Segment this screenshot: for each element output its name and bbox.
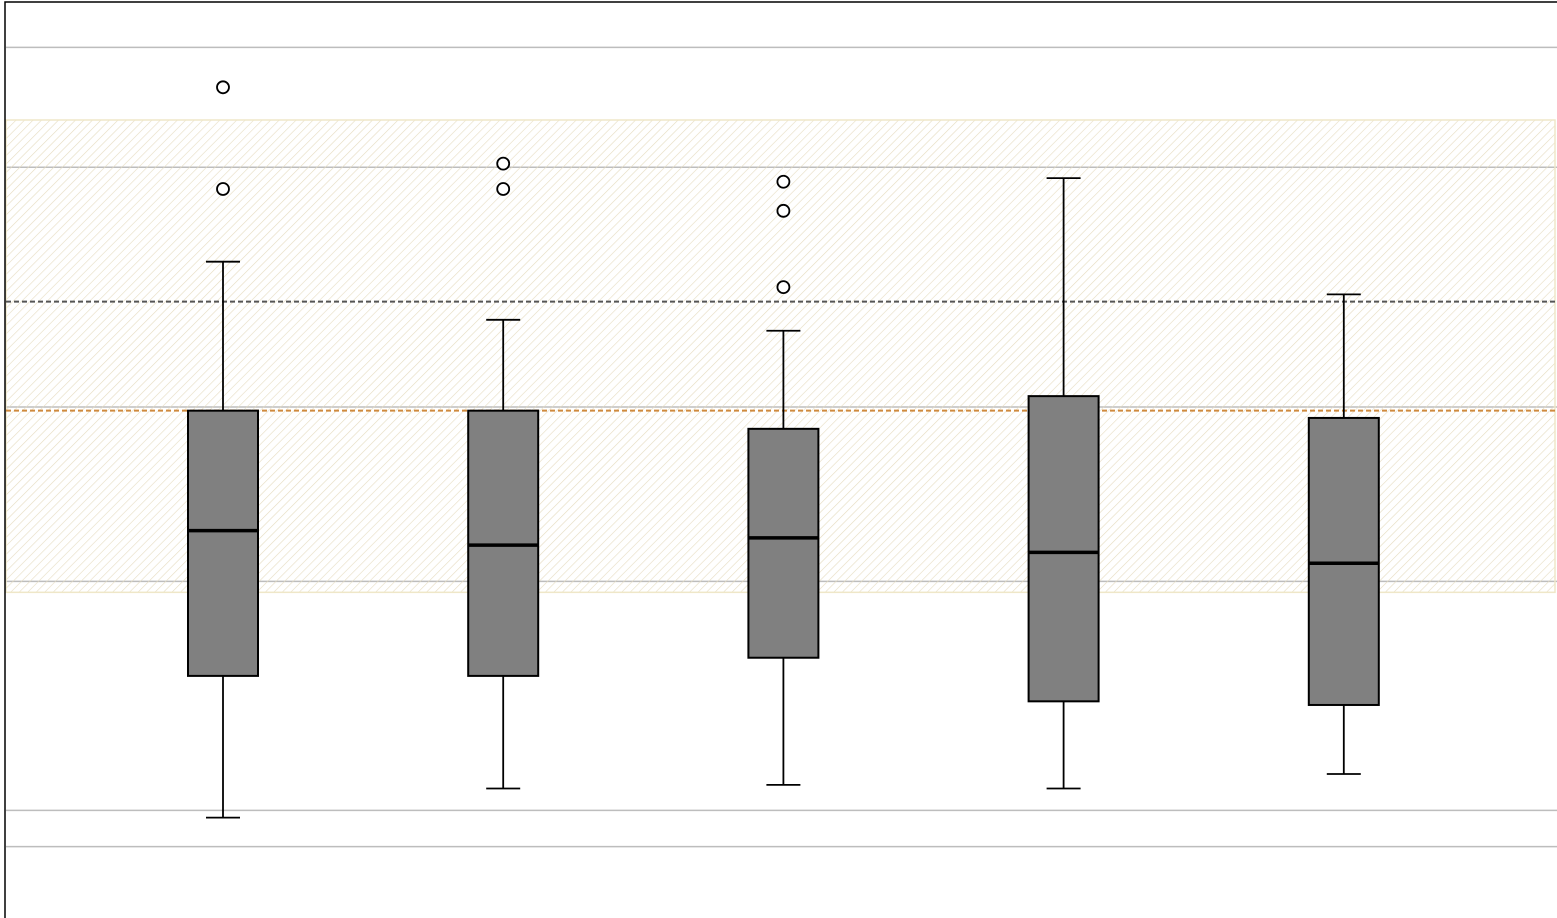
outlier-point	[776, 280, 791, 295]
box-2	[467, 156, 540, 790]
outlier-point	[776, 203, 791, 218]
box-1	[187, 80, 259, 819]
boxes	[187, 80, 1380, 819]
outlier-point	[776, 174, 791, 189]
box-4	[1027, 177, 1100, 790]
outlier-point	[496, 182, 511, 196]
plot-frame	[4, 1, 1557, 918]
outlier-point	[216, 80, 230, 95]
box-iqr	[1027, 395, 1100, 703]
box-3	[747, 174, 820, 786]
box-5	[1307, 293, 1380, 775]
outlier-point	[496, 156, 511, 171]
outlier-point	[216, 182, 230, 196]
box-iqr	[187, 409, 259, 677]
box-iqr	[1307, 416, 1380, 706]
reference-lines	[6, 300, 1557, 412]
box-iqr	[747, 427, 820, 659]
box-iqr	[467, 409, 540, 677]
